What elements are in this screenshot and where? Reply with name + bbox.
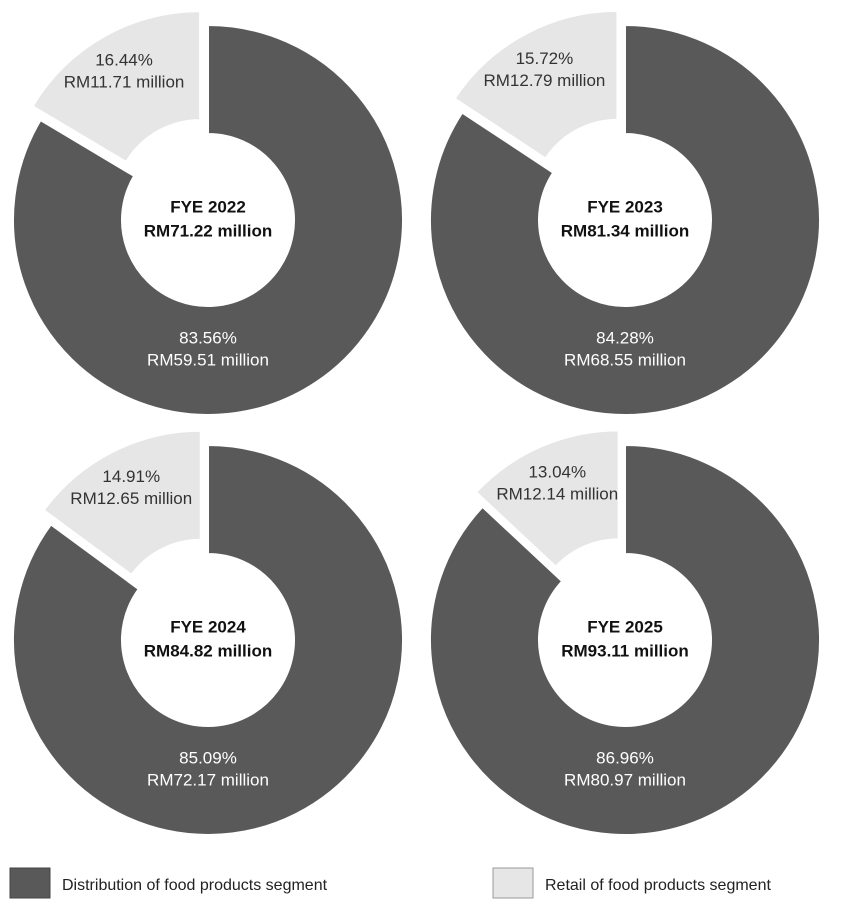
center-subtitle: RM93.11 million xyxy=(561,641,689,660)
center-subtitle: RM84.82 million xyxy=(144,641,272,660)
center-title: FYE 2025 xyxy=(587,617,663,636)
legend-label: Distribution of food products segment xyxy=(62,877,328,894)
center-title: FYE 2022 xyxy=(170,197,246,216)
donut-segment xyxy=(453,9,619,160)
center-title: FYE 2024 xyxy=(170,617,246,636)
donut-segment xyxy=(42,429,202,577)
legend-swatch xyxy=(9,867,51,899)
amount-label: RM12.65 million xyxy=(70,489,192,508)
value-label: 84.28% xyxy=(596,328,654,347)
legend-swatch xyxy=(492,867,534,899)
donut-segment xyxy=(429,23,821,416)
center-title: FYE 2023 xyxy=(587,197,663,216)
value-label: 83.56% xyxy=(179,328,237,347)
donut-segment xyxy=(12,443,404,836)
value-label: 85.09% xyxy=(179,748,237,767)
value-label: 86.96% xyxy=(596,748,654,767)
legend-label: Retail of food products segment xyxy=(545,877,771,894)
donut-segment xyxy=(12,23,404,416)
value-label: 15.72% xyxy=(516,49,574,68)
amount-label: RM12.79 million xyxy=(483,71,605,90)
donut-segment xyxy=(474,429,620,569)
center-subtitle: RM71.22 million xyxy=(144,221,272,240)
amount-label: RM80.97 million xyxy=(564,770,686,789)
center-subtitle: RM81.34 million xyxy=(561,221,689,240)
value-label: 13.04% xyxy=(528,463,586,482)
amount-label: RM72.17 million xyxy=(147,770,269,789)
amount-label: RM59.51 million xyxy=(147,350,269,369)
value-label: 14.91% xyxy=(102,467,160,486)
amount-label: RM11.71 million xyxy=(64,73,185,92)
donut-segment xyxy=(31,10,202,164)
value-label: 16.44% xyxy=(95,51,153,70)
amount-label: RM12.14 million xyxy=(496,485,618,504)
amount-label: RM68.55 million xyxy=(564,350,686,369)
donut-segment xyxy=(429,443,821,836)
